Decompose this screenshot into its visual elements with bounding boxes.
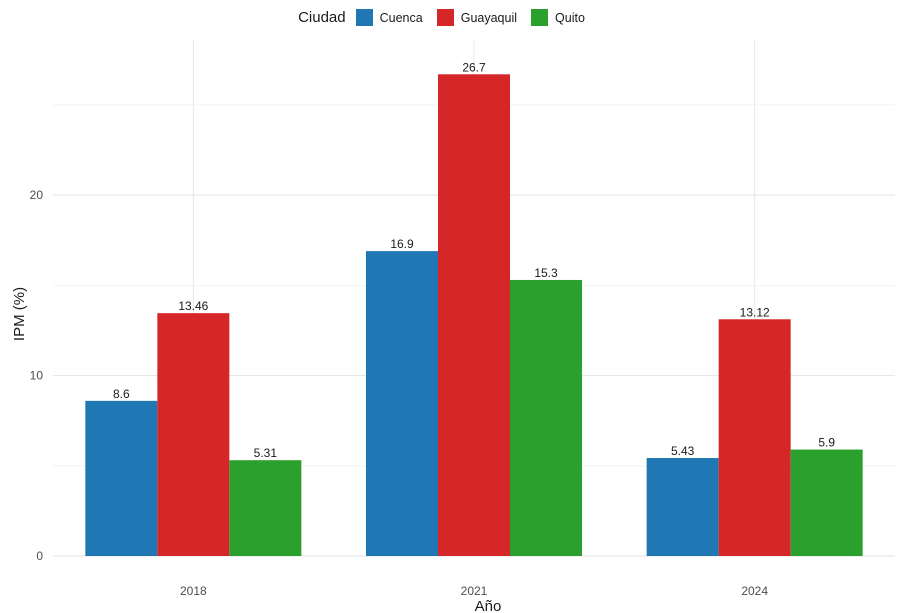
legend-item-cuenca: Cuenca xyxy=(355,9,423,26)
data-label: 16.9 xyxy=(390,237,414,251)
legend-item-quito: Quito xyxy=(531,9,585,26)
x-tick-label: 2018 xyxy=(180,584,207,598)
bar-guayaquil-2024 xyxy=(718,319,791,556)
y-tick-label: 10 xyxy=(30,369,44,383)
bar-quito-2024 xyxy=(790,449,863,556)
bar-quito-2021 xyxy=(510,279,582,556)
bar-cuenca-2021 xyxy=(366,251,438,556)
legend-label-cuenca: Cuenca xyxy=(379,10,423,25)
legend-swatch-cuenca xyxy=(355,9,373,26)
bar-guayaquil-2021 xyxy=(438,74,510,556)
data-label: 13.46 xyxy=(178,299,208,313)
data-label: 15.3 xyxy=(534,266,558,280)
bar-guayaquil-2018 xyxy=(157,313,230,556)
data-label: 5.31 xyxy=(254,446,278,460)
data-label: 5.43 xyxy=(671,444,695,458)
legend-label-guayaquil: Guayaquil xyxy=(460,10,518,25)
x-tick-label: 2021 xyxy=(461,584,488,598)
bar-quito-2018 xyxy=(229,460,302,556)
data-label: 13.12 xyxy=(740,305,770,319)
legend-item-guayaquil: Guayaquil xyxy=(436,9,518,26)
legend-title: Ciudad xyxy=(298,9,346,26)
legend: Ciudad Cuenca Guayaquil Quito xyxy=(0,9,897,26)
legend-swatch-quito xyxy=(531,9,549,26)
legend-label-quito: Quito xyxy=(555,10,585,25)
data-label: 8.6 xyxy=(113,387,130,401)
bar-cuenca-2024 xyxy=(646,458,719,556)
data-label: 26.7 xyxy=(462,60,486,74)
legend-swatch-guayaquil xyxy=(436,9,454,26)
bar-cuenca-2018 xyxy=(85,400,158,556)
y-axis-title: IPM (%) xyxy=(11,287,28,341)
x-axis-title: Año xyxy=(475,598,502,613)
y-tick-label: 0 xyxy=(36,549,43,563)
x-tick-label: 2024 xyxy=(741,584,768,598)
y-tick-label: 20 xyxy=(30,188,44,202)
data-label: 5.9 xyxy=(818,436,835,450)
